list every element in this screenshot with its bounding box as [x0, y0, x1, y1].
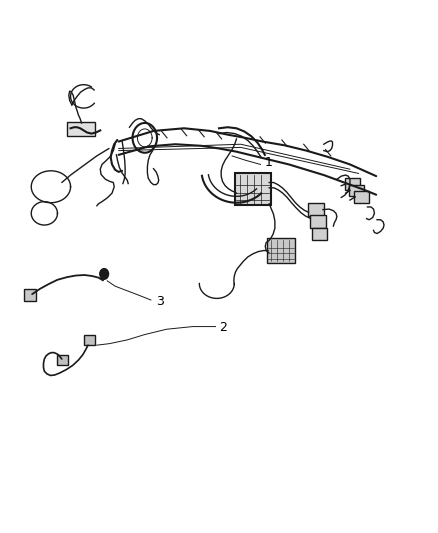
FancyBboxPatch shape: [311, 228, 327, 240]
FancyBboxPatch shape: [235, 173, 271, 205]
FancyBboxPatch shape: [267, 238, 295, 263]
Text: 3: 3: [155, 295, 163, 308]
Circle shape: [100, 269, 109, 279]
FancyBboxPatch shape: [308, 203, 324, 216]
FancyBboxPatch shape: [345, 178, 360, 190]
FancyBboxPatch shape: [354, 191, 369, 203]
Text: 2: 2: [219, 321, 227, 334]
FancyBboxPatch shape: [57, 355, 68, 366]
FancyBboxPatch shape: [67, 122, 95, 136]
FancyBboxPatch shape: [310, 215, 325, 228]
FancyBboxPatch shape: [349, 184, 364, 196]
Text: 1: 1: [265, 156, 273, 169]
FancyBboxPatch shape: [24, 289, 36, 301]
FancyBboxPatch shape: [84, 335, 95, 345]
